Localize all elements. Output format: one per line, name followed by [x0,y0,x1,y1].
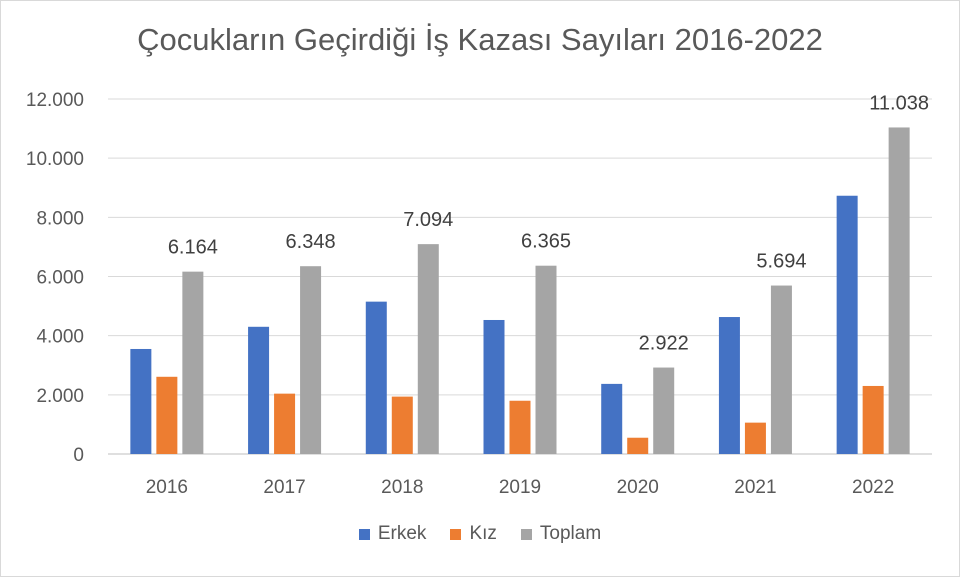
data-label: 6.365 [521,231,571,253]
legend-item-kiz: Kız [450,523,497,545]
y-tick-label: 6.000 [36,268,84,289]
x-tick-label: 2017 [263,477,305,498]
legend-label-toplam: Toplam [539,523,602,544]
chart-legend: Erkek Kız Toplam [0,523,960,545]
y-tick-label: 12.000 [26,90,84,111]
bar-kz-2017 [274,393,296,454]
legend-swatch-toplam [520,528,532,540]
y-tick-label: 10.000 [26,149,84,170]
legend-swatch-kiz [450,528,462,540]
x-tick-label: 2018 [381,477,423,498]
bar-kz-2022 [862,385,884,454]
legend-label-erkek: Erkek [377,523,427,544]
y-tick-label: 4.000 [36,327,84,348]
bar-toplam-2017 [300,266,322,454]
bar-toplam-2016 [182,271,204,454]
bar-erkek-2018 [365,301,387,454]
bar-toplam-2019 [535,265,557,454]
bar-erkek-2016 [130,348,152,454]
x-tick-label: 2021 [734,477,776,498]
x-tick-label: 2022 [852,477,894,498]
bar-erkek-2020 [601,383,623,454]
bar-toplam-2021 [770,285,792,454]
chart-title: Çocukların Geçirdiği İş Kazası Sayıları … [137,22,823,57]
legend-item-toplam: Toplam [520,523,602,545]
bar-toplam-2018 [417,244,439,454]
bar-toplam-2020 [653,367,675,454]
data-label: 6.348 [286,231,336,253]
bar-kz-2016 [156,376,178,454]
y-tick-label: 8.000 [36,208,84,229]
data-label: 5.694 [756,251,806,273]
bar-kz-2021 [744,422,766,454]
bar-erkek-2019 [483,319,505,454]
data-label: 11.038 [869,92,929,114]
bar-kz-2020 [627,437,649,454]
data-label: 6.164 [168,237,218,259]
bar-kz-2018 [391,396,413,454]
bar-kz-2019 [509,400,531,454]
legend-swatch-erkek [358,528,370,540]
legend-label-kiz: Kız [469,523,497,544]
bar-erkek-2021 [718,317,740,454]
bar-erkek-2022 [836,195,858,455]
x-tick-label: 2016 [146,477,188,498]
y-tick-label: 0 [73,445,84,466]
x-tick-label: 2019 [499,477,541,498]
y-tick-label: 2.000 [36,386,84,407]
data-label: 7.094 [403,209,453,231]
x-tick-label: 2020 [617,477,659,498]
data-label: 2.922 [639,333,689,355]
legend-item-erkek: Erkek [358,523,427,545]
bar-toplam-2022 [888,127,910,454]
bar-erkek-2017 [248,326,270,454]
